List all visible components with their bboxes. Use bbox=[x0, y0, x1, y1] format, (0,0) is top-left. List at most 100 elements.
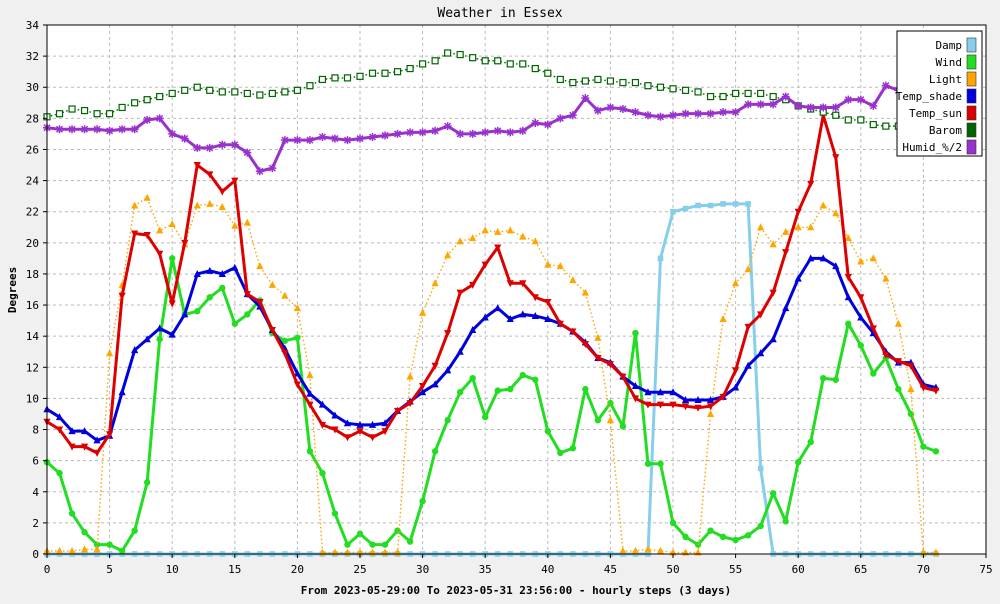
temp-sun-point bbox=[168, 300, 176, 308]
y-tick-label: 24 bbox=[26, 175, 40, 188]
light-point bbox=[882, 274, 890, 282]
light-point bbox=[168, 220, 176, 228]
wind-point bbox=[807, 438, 814, 446]
barom-point bbox=[681, 86, 690, 94]
wind-point bbox=[194, 308, 201, 315]
y-tick-label: 22 bbox=[26, 206, 39, 219]
light-point bbox=[481, 226, 489, 234]
temp-sun-point bbox=[306, 401, 314, 409]
humid-2-point bbox=[631, 108, 640, 117]
wind-point bbox=[782, 518, 789, 525]
humid-2-point bbox=[781, 92, 790, 101]
humid-2-point bbox=[681, 109, 690, 118]
temp-shade-point bbox=[481, 313, 489, 321]
light-point bbox=[556, 262, 564, 270]
humid-2-point bbox=[506, 128, 515, 137]
barom-point bbox=[306, 82, 314, 90]
temp-sun-point bbox=[143, 232, 151, 240]
wind-point bbox=[494, 387, 501, 394]
light-point bbox=[619, 546, 627, 554]
humid-2-point bbox=[643, 111, 652, 120]
barom-point bbox=[231, 88, 239, 96]
temp-sun-point bbox=[118, 292, 126, 300]
legend-swatch bbox=[966, 122, 977, 138]
wind-point bbox=[344, 541, 351, 548]
legend-swatch bbox=[966, 88, 977, 104]
wind-point bbox=[244, 311, 251, 318]
humid-2-point bbox=[618, 105, 627, 114]
humid-2-point bbox=[418, 128, 427, 137]
humid-2-point bbox=[180, 134, 189, 143]
temp-sun-point bbox=[719, 393, 727, 401]
y-tick-label: 34 bbox=[26, 19, 40, 32]
light-point bbox=[794, 223, 802, 231]
temp-sun-point bbox=[669, 401, 677, 409]
barom-point bbox=[181, 86, 189, 94]
barom-point bbox=[832, 111, 840, 119]
barom-point bbox=[318, 75, 327, 84]
wind-point bbox=[456, 388, 464, 396]
humid-2-point bbox=[831, 103, 840, 112]
wind-point bbox=[143, 479, 151, 486]
light-point bbox=[268, 280, 276, 288]
light-point bbox=[544, 260, 552, 268]
barom-point bbox=[606, 77, 615, 85]
temp-shade-point bbox=[732, 383, 740, 391]
light-point bbox=[844, 234, 852, 242]
light-line bbox=[47, 197, 936, 554]
humid-2-point bbox=[155, 114, 164, 123]
light-point bbox=[419, 308, 427, 316]
humid-2-point bbox=[368, 133, 377, 142]
humid-2-point bbox=[481, 128, 490, 137]
legend-label: Temp_shade bbox=[896, 90, 962, 103]
temp-sun-point bbox=[393, 407, 402, 415]
humid-2-point bbox=[669, 111, 677, 120]
y-tick-label: 18 bbox=[26, 268, 39, 281]
damp-point bbox=[720, 201, 726, 207]
light-point bbox=[143, 193, 151, 201]
humid-2-point bbox=[794, 101, 803, 110]
barom-point bbox=[882, 122, 890, 130]
barom-point bbox=[857, 116, 865, 124]
temp-shade-point bbox=[519, 310, 527, 318]
legend-swatch bbox=[966, 105, 977, 121]
wind-point bbox=[569, 445, 577, 452]
temp-sun-point bbox=[181, 239, 189, 247]
wind-point bbox=[356, 530, 364, 537]
humid-2-point bbox=[293, 136, 302, 145]
y-tick-label: 32 bbox=[26, 50, 39, 63]
wind-point bbox=[106, 541, 113, 548]
light-point bbox=[55, 546, 64, 554]
barom-point bbox=[769, 92, 777, 101]
light-point bbox=[156, 226, 164, 234]
wind-point bbox=[519, 371, 526, 379]
light-point bbox=[431, 279, 439, 287]
temp-sun-point bbox=[494, 244, 502, 252]
humid-2-point bbox=[543, 120, 552, 129]
wind-point bbox=[669, 519, 677, 527]
temp-sun-point bbox=[594, 354, 602, 362]
y-axis-label: Degrees bbox=[6, 267, 19, 313]
damp-point bbox=[657, 255, 664, 262]
wind-point bbox=[732, 536, 739, 544]
legend: Damp Wind Light Temp_shade Temp_sun Barom Humi… bbox=[896, 30, 983, 157]
wind-point bbox=[231, 320, 238, 327]
temp-sun-point bbox=[456, 289, 464, 297]
x-tick-label: 60 bbox=[792, 563, 805, 576]
temp-shade-point bbox=[631, 381, 640, 389]
wind-point bbox=[507, 385, 514, 393]
barom-point bbox=[706, 92, 715, 101]
humid-2-point bbox=[205, 143, 214, 152]
y-tick-label: 12 bbox=[26, 361, 39, 374]
barom-point bbox=[80, 106, 89, 115]
barom-point bbox=[694, 88, 702, 96]
humid-2-point bbox=[268, 164, 277, 173]
temp-sun-point bbox=[844, 274, 852, 282]
wind-point bbox=[857, 342, 864, 349]
temp-sun-point bbox=[531, 294, 539, 302]
y-tick-label: 4 bbox=[32, 486, 39, 499]
x-tick-label: 20 bbox=[291, 563, 304, 576]
